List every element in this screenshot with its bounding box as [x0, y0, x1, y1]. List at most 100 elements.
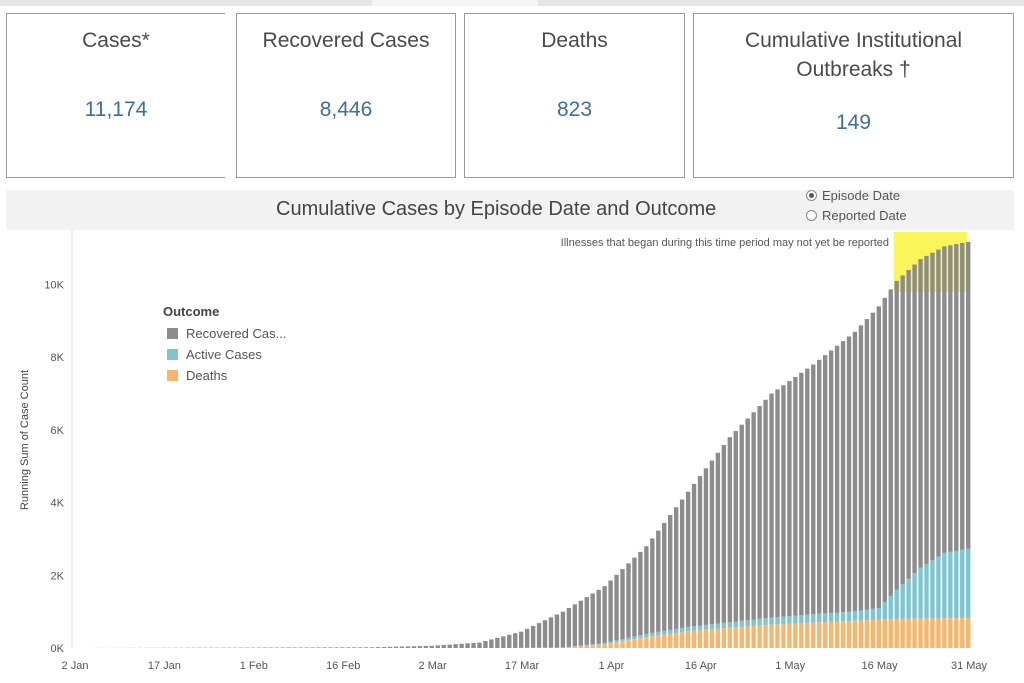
bar-active: [834, 612, 840, 622]
bar-deaths: [876, 619, 881, 648]
bar-recovered: [513, 633, 518, 648]
bar-deaths: [900, 618, 905, 648]
bar-recovered: [894, 280, 899, 590]
kpi-recovered-label: Recovered Cases: [262, 29, 430, 52]
bar-active: [727, 622, 732, 628]
bar-deaths: [912, 618, 917, 648]
bar-recovered: [519, 631, 524, 648]
bar-active: [822, 613, 828, 623]
top-tab-active[interactable]: [372, 0, 538, 6]
bar-recovered: [316, 647, 321, 648]
bar-deaths: [697, 630, 703, 648]
kpi-outbreaks-card: Cumulative Institutional Outbreaks † 149: [693, 13, 1014, 178]
x-tick-label: 17 Mar: [505, 660, 540, 672]
bar-recovered: [846, 336, 852, 612]
bar-deaths: [644, 637, 649, 648]
bar-active: [942, 552, 947, 619]
bar-recovered: [799, 372, 804, 616]
bar-recovered: [840, 341, 846, 613]
bar-active: [864, 609, 870, 621]
bar-deaths: [572, 646, 578, 648]
bar-recovered: [763, 399, 768, 619]
legend: Outcome Recovered Cas... Active Cases De…: [163, 304, 286, 383]
bar-deaths: [894, 618, 899, 648]
bar-deaths: [763, 625, 768, 648]
bar-recovered: [471, 642, 476, 648]
bar-recovered: [548, 617, 554, 648]
bar-recovered: [679, 499, 685, 628]
bar-active: [715, 623, 721, 629]
bar-recovered: [483, 640, 488, 648]
kpi-outbreaks-label: Cumulative Institutional Outbreaks †: [694, 26, 1013, 84]
x-tick-label: 16 Feb: [326, 660, 360, 672]
y-tick-label: 8K: [51, 352, 65, 364]
kpi-cases-value: 11,174: [84, 98, 148, 121]
bar-recovered: [495, 637, 500, 648]
y-tick-label: 10K: [44, 280, 64, 292]
bar-active: [685, 626, 691, 632]
bar-deaths: [918, 618, 923, 648]
x-tick-label: 2 Jan: [62, 660, 89, 672]
bar-recovered: [685, 491, 691, 627]
bar-deaths: [727, 627, 732, 648]
chart-title-band: [6, 190, 1014, 230]
bar-deaths: [709, 629, 715, 648]
reported-date-radio[interactable]: Reported Date: [806, 208, 907, 223]
kpi-recovered-value: 8,446: [319, 98, 373, 121]
x-tick-label: 31 May: [951, 660, 988, 672]
bar-active: [876, 608, 881, 620]
bar-recovered: [703, 468, 709, 625]
bar-recovered: [542, 620, 548, 648]
radio-selected-icon[interactable]: [806, 190, 817, 201]
bar-active: [733, 621, 738, 628]
x-tick-label: 1 Feb: [240, 660, 268, 672]
bar-recovered: [584, 597, 589, 645]
legend-entry-active: Active Cases: [186, 347, 262, 362]
bar-deaths: [602, 644, 607, 648]
bar-deaths: [638, 638, 643, 648]
bar-recovered: [668, 515, 673, 630]
bar-recovered: [399, 646, 405, 648]
bar-active: [602, 642, 607, 645]
legend-title: Outcome: [163, 304, 219, 319]
bar-recovered: [280, 647, 285, 648]
bar-deaths: [590, 645, 595, 648]
bar-active: [650, 632, 655, 637]
bar-deaths: [960, 618, 965, 648]
bar-recovered: [429, 645, 434, 648]
bar-deaths: [888, 619, 893, 648]
bar-recovered: [948, 245, 953, 552]
episode-date-radio[interactable]: Episode Date: [806, 188, 900, 203]
bar-active: [870, 608, 876, 620]
bar-deaths: [751, 625, 756, 648]
bar-active: [906, 578, 911, 619]
kpi-recovered-card: Recovered Cases 8,446: [236, 13, 456, 178]
bar-deaths: [930, 618, 935, 648]
bar-deaths: [614, 642, 619, 648]
x-tick-label: 17 Jan: [148, 660, 181, 672]
bar-active: [852, 611, 858, 621]
bar-recovered: [459, 643, 464, 648]
bar-active: [590, 644, 595, 646]
bar-recovered: [322, 647, 327, 648]
chart-title: Cumulative Cases by Episode Date and Out…: [276, 198, 717, 220]
bar-recovered: [554, 614, 560, 648]
kpi-gap: [225, 13, 227, 178]
bar-active: [954, 550, 959, 619]
bar-deaths: [733, 627, 738, 648]
bar-deaths: [662, 634, 667, 648]
kpi-cases-card: Cases* 11,174: [6, 13, 226, 178]
bar-recovered: [751, 412, 756, 620]
bar-recovered: [954, 244, 959, 551]
bar-recovered: [632, 557, 637, 637]
radio-unselected-icon[interactable]: [806, 210, 817, 221]
bar-series: [89, 241, 971, 648]
kpi-deaths-label: Deaths: [541, 29, 608, 52]
bar-deaths: [870, 619, 876, 648]
kpi-outbreaks-label-line1: Cumulative Institutional: [744, 29, 963, 52]
bar-recovered: [530, 625, 536, 648]
bar-active: [662, 630, 667, 635]
bar-active: [763, 618, 768, 626]
bar-active: [787, 616, 792, 624]
bar-recovered: [375, 647, 381, 648]
